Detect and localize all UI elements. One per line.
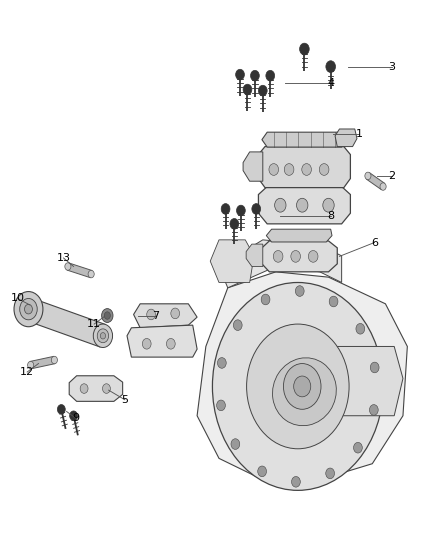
Polygon shape — [246, 244, 263, 266]
Circle shape — [370, 362, 379, 373]
Circle shape — [293, 376, 311, 397]
Polygon shape — [262, 241, 337, 272]
Circle shape — [88, 270, 94, 278]
Circle shape — [380, 183, 386, 190]
Circle shape — [266, 70, 275, 81]
Circle shape — [252, 204, 261, 214]
Circle shape — [230, 219, 239, 229]
Circle shape — [283, 364, 321, 409]
Polygon shape — [30, 357, 55, 369]
Circle shape — [326, 61, 336, 72]
Circle shape — [261, 294, 270, 305]
Polygon shape — [26, 298, 106, 347]
Circle shape — [291, 251, 300, 262]
Text: 10: 10 — [11, 294, 25, 303]
Circle shape — [57, 405, 65, 414]
Polygon shape — [324, 346, 403, 416]
Circle shape — [292, 477, 300, 487]
Circle shape — [104, 312, 110, 319]
Circle shape — [237, 205, 245, 216]
Text: 5: 5 — [121, 395, 128, 405]
Ellipse shape — [272, 358, 336, 426]
Circle shape — [217, 400, 226, 411]
Circle shape — [236, 69, 244, 80]
Circle shape — [142, 338, 151, 349]
Polygon shape — [366, 173, 385, 190]
Circle shape — [302, 164, 311, 175]
Text: 3: 3 — [389, 62, 396, 71]
Text: 13: 13 — [57, 253, 71, 263]
Circle shape — [243, 84, 252, 95]
Text: 1: 1 — [356, 130, 363, 139]
Circle shape — [353, 442, 362, 453]
Circle shape — [326, 468, 335, 479]
Circle shape — [212, 282, 383, 490]
Circle shape — [258, 85, 267, 96]
Text: 11: 11 — [87, 319, 101, 329]
Circle shape — [329, 296, 338, 307]
Circle shape — [258, 466, 266, 477]
Text: 7: 7 — [152, 311, 159, 320]
Circle shape — [356, 324, 365, 334]
Circle shape — [93, 324, 113, 348]
Polygon shape — [127, 325, 197, 357]
Circle shape — [369, 405, 378, 415]
Polygon shape — [243, 152, 263, 181]
Circle shape — [166, 338, 175, 349]
Polygon shape — [69, 376, 123, 401]
Circle shape — [269, 164, 279, 175]
Text: 6: 6 — [371, 238, 378, 247]
Circle shape — [147, 309, 155, 320]
Polygon shape — [219, 240, 342, 288]
Polygon shape — [335, 129, 357, 147]
Polygon shape — [67, 263, 92, 278]
Circle shape — [20, 298, 37, 320]
Text: 4: 4 — [327, 78, 334, 87]
Polygon shape — [266, 229, 332, 242]
Circle shape — [300, 43, 309, 55]
Circle shape — [100, 333, 106, 339]
Circle shape — [51, 356, 57, 364]
Text: 12: 12 — [20, 367, 34, 377]
Circle shape — [218, 358, 226, 368]
Circle shape — [171, 308, 180, 319]
Circle shape — [80, 384, 88, 393]
Circle shape — [102, 384, 110, 393]
Circle shape — [233, 320, 242, 330]
Circle shape — [221, 204, 230, 214]
Circle shape — [14, 292, 43, 327]
Text: 8: 8 — [327, 211, 334, 221]
Circle shape — [102, 309, 113, 322]
Circle shape — [70, 411, 78, 421]
Circle shape — [273, 251, 283, 262]
Circle shape — [319, 164, 329, 175]
Polygon shape — [258, 147, 350, 188]
Circle shape — [295, 286, 304, 296]
Text: 2: 2 — [389, 171, 396, 181]
Circle shape — [365, 172, 371, 180]
Circle shape — [231, 439, 240, 449]
Circle shape — [297, 198, 308, 212]
Circle shape — [323, 198, 334, 212]
Polygon shape — [258, 187, 350, 224]
Polygon shape — [134, 304, 197, 328]
Text: 9: 9 — [72, 413, 79, 423]
Polygon shape — [210, 240, 254, 282]
Circle shape — [25, 304, 32, 314]
Circle shape — [247, 324, 349, 449]
Circle shape — [308, 251, 318, 262]
Circle shape — [65, 263, 71, 270]
Circle shape — [28, 361, 34, 369]
Circle shape — [97, 329, 109, 343]
Circle shape — [275, 198, 286, 212]
Polygon shape — [197, 272, 407, 480]
Circle shape — [251, 70, 259, 81]
Polygon shape — [262, 132, 348, 147]
Circle shape — [284, 164, 294, 175]
